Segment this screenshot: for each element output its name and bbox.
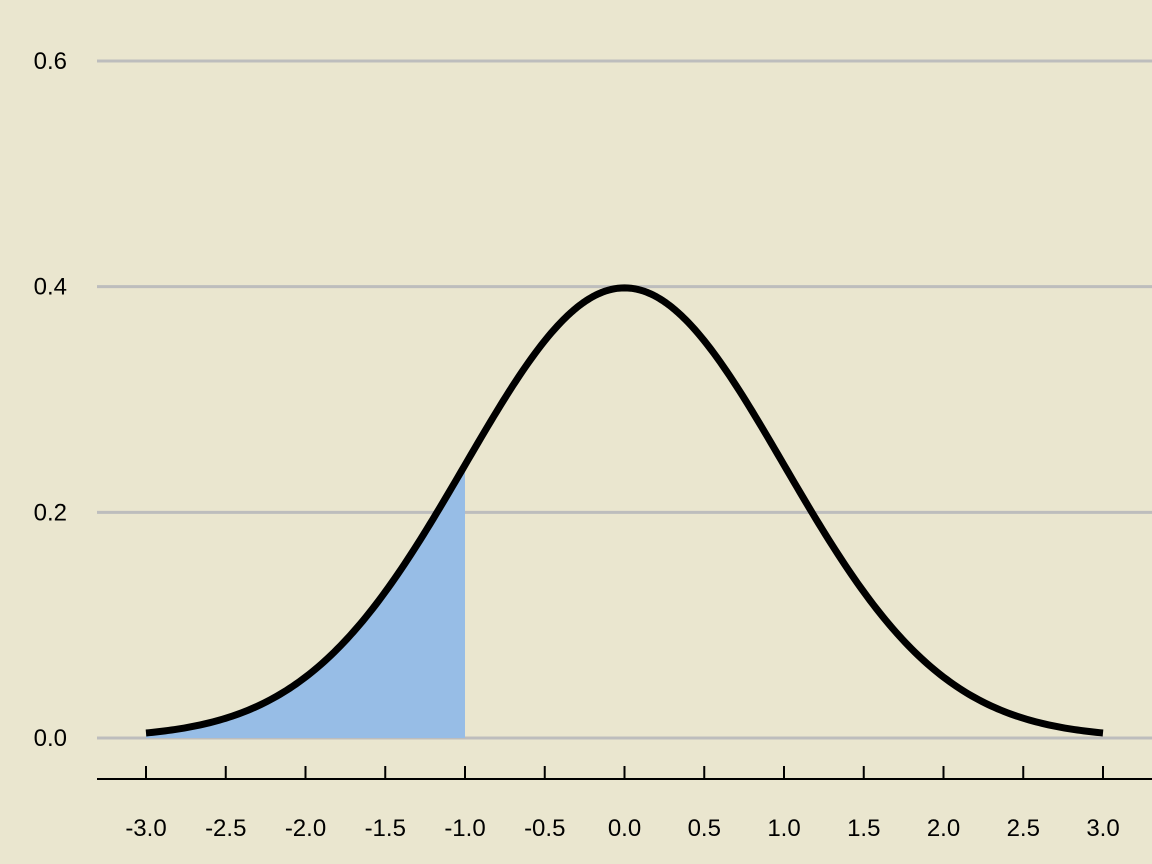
x-tick-label: -2.5 xyxy=(205,815,246,842)
y-tick-label: 0.4 xyxy=(34,274,67,301)
x-tick-label: -1.0 xyxy=(444,815,485,842)
x-tick-label: 0.5 xyxy=(688,815,721,842)
x-tick-label: 2.5 xyxy=(1007,815,1040,842)
x-axis: -3.0 -2.5 -2.0 -1.5 -1.0 -0.5 0.0 0.5 1.0 1.5 2.0 2… xyxy=(97,766,1152,842)
y-tick-label: 0.2 xyxy=(34,499,67,526)
x-tick-label: -2.0 xyxy=(285,815,326,842)
x-tick-label: 2.0 xyxy=(927,815,960,842)
density-curve-group xyxy=(145,284,1104,737)
shaded-region-group xyxy=(146,464,465,738)
x-tick-label: -1.5 xyxy=(365,815,406,842)
x-tick-label: 0.0 xyxy=(608,815,641,842)
normal-density-curve xyxy=(145,284,1104,737)
y-tick-label: 0.6 xyxy=(34,48,67,75)
x-tick-label: 3.0 xyxy=(1086,815,1119,842)
y-tick-label: 0.0 xyxy=(34,725,67,752)
grid-lines xyxy=(97,59,1152,740)
shaded-area-left-tail xyxy=(146,464,465,738)
x-tick-label: 1.5 xyxy=(847,815,880,842)
x-tick-label: -3.0 xyxy=(125,815,166,842)
y-axis-labels: 0.0 0.2 0.4 0.6 xyxy=(34,48,67,752)
x-tick-label: 1.0 xyxy=(767,815,800,842)
x-tick-label: -0.5 xyxy=(524,815,565,842)
